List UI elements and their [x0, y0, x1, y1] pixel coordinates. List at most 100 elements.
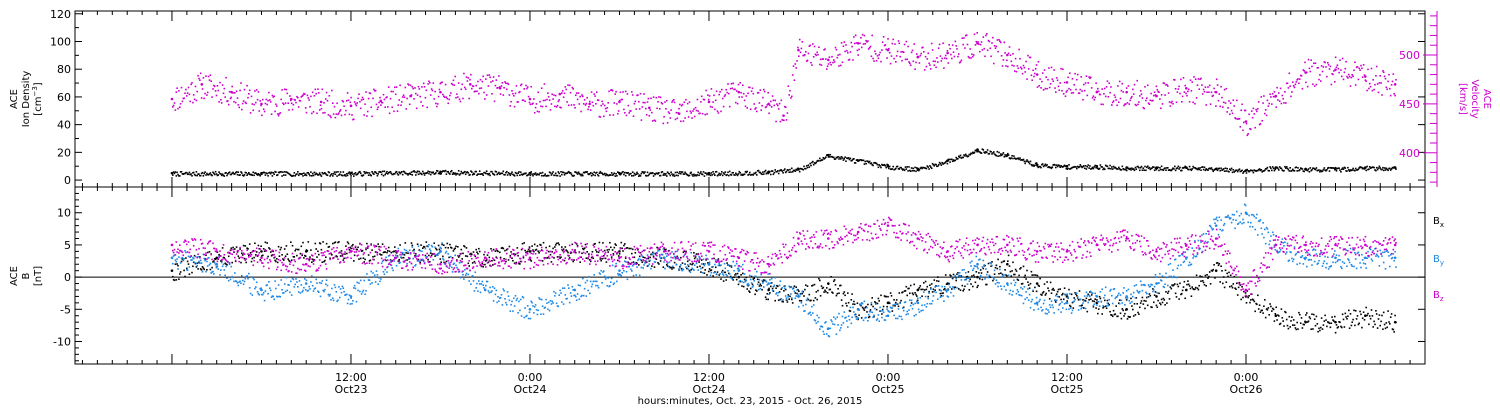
velocity-point — [192, 101, 194, 104]
bx-point — [478, 247, 480, 250]
bx-point — [214, 258, 217, 261]
velocity-point — [428, 80, 430, 83]
by-point — [524, 307, 526, 309]
by-point — [568, 287, 570, 289]
bx-point — [1381, 314, 1383, 317]
velocity-point — [384, 106, 386, 108]
by-point — [444, 252, 447, 254]
by-point — [525, 315, 527, 318]
bx-point — [811, 285, 813, 287]
velocity-point — [1307, 58, 1310, 61]
density-point — [1378, 165, 1381, 168]
velocity-point — [749, 86, 751, 89]
bx-point — [1020, 267, 1022, 269]
velocity-point — [975, 40, 978, 43]
by-point — [464, 274, 467, 276]
velocity-point — [819, 58, 822, 61]
velocity-point — [679, 103, 681, 106]
velocity-point — [337, 113, 339, 116]
bx-point — [1260, 309, 1263, 312]
velocity-point — [1170, 101, 1173, 104]
bx-point — [213, 260, 215, 262]
by-point — [477, 290, 479, 292]
bx-point — [842, 292, 845, 295]
density-point — [337, 171, 339, 173]
velocity-point — [995, 45, 998, 48]
density-point — [399, 172, 401, 175]
bx-point — [352, 243, 354, 246]
bx-point — [624, 257, 627, 259]
density-point — [722, 172, 725, 174]
density-point — [1343, 166, 1346, 169]
velocity-point — [1245, 122, 1248, 125]
velocity-point — [1343, 71, 1346, 74]
density-point — [899, 166, 901, 169]
bx-point — [722, 280, 725, 282]
velocity-point — [670, 109, 672, 111]
density-point — [565, 172, 567, 175]
velocity-point — [373, 90, 376, 92]
velocity-point — [1366, 89, 1368, 92]
bx-point — [1034, 274, 1037, 276]
bx-point — [1093, 300, 1096, 303]
density-point — [638, 175, 640, 177]
velocity-point — [1140, 93, 1143, 95]
by-point — [351, 302, 353, 305]
velocity-point — [283, 103, 285, 106]
density-point — [276, 174, 279, 176]
bx-point — [1383, 323, 1386, 326]
density-point — [770, 170, 773, 172]
by-point — [512, 310, 514, 312]
density-point — [1194, 166, 1196, 169]
bx-point — [910, 302, 913, 304]
bx-point — [1376, 327, 1379, 329]
velocity-point — [1107, 96, 1110, 98]
density-point — [489, 174, 491, 177]
bx-point — [1172, 284, 1174, 287]
velocity-point — [561, 90, 564, 92]
velocity-point — [451, 83, 454, 86]
bx-point — [646, 265, 649, 267]
by-point — [626, 278, 629, 281]
bx-point — [1338, 321, 1340, 323]
density-point — [284, 174, 287, 176]
density-point — [520, 173, 523, 176]
by-point — [281, 289, 283, 291]
velocity-point — [452, 79, 455, 82]
by-point — [320, 282, 323, 285]
bx-point — [876, 302, 879, 305]
velocity-point — [388, 112, 391, 115]
density-point — [516, 174, 519, 177]
velocity-point — [398, 99, 400, 101]
bx-point — [739, 280, 741, 283]
bx-point — [454, 247, 456, 250]
density-point — [346, 173, 348, 175]
by-point — [607, 277, 609, 279]
density-point — [173, 172, 176, 175]
bx-point — [1302, 323, 1305, 326]
density-point — [787, 169, 790, 171]
density-point — [979, 151, 981, 153]
bx-point — [397, 260, 400, 262]
density-point — [325, 173, 327, 175]
bx-point — [1103, 305, 1105, 308]
velocity-point — [231, 85, 233, 88]
by-point — [248, 287, 251, 289]
bx-point — [1090, 294, 1093, 296]
by-point — [609, 285, 611, 287]
density-point — [367, 174, 370, 176]
velocity-point — [1172, 103, 1174, 105]
bx-point — [896, 303, 899, 305]
velocity-point — [1160, 94, 1163, 96]
density-point — [1090, 168, 1092, 170]
density-point — [470, 170, 472, 172]
bx-point — [476, 251, 478, 253]
density-point — [682, 173, 685, 175]
velocity-point — [256, 98, 259, 101]
velocity-point — [498, 75, 500, 77]
bx-point — [835, 294, 838, 297]
density-point — [1318, 169, 1320, 171]
density-point — [566, 172, 568, 174]
bx-point — [1187, 280, 1189, 282]
velocity-point — [419, 95, 421, 98]
